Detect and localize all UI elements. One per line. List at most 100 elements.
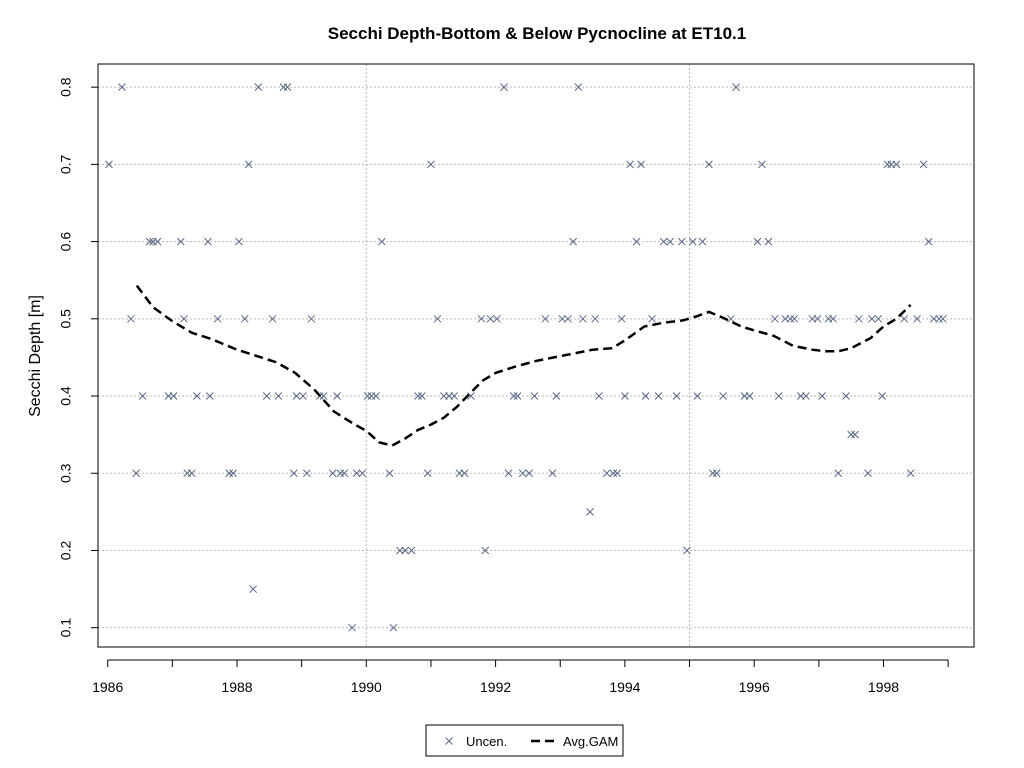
data-point xyxy=(579,314,587,323)
data-point xyxy=(205,392,214,400)
avg-gam-line xyxy=(135,284,912,447)
legend: Uncen. Avg.GAM xyxy=(425,724,624,757)
y-tick-label: 0.5 xyxy=(58,309,74,329)
data-point xyxy=(292,392,301,400)
data-point xyxy=(548,469,557,478)
legend-label-gam: Avg.GAM xyxy=(563,734,618,749)
scatter-points xyxy=(105,83,947,632)
data-point xyxy=(672,392,681,400)
data-point xyxy=(913,314,921,323)
data-point xyxy=(552,392,561,400)
data-point xyxy=(377,237,386,246)
y-tick-label: 0.1 xyxy=(58,618,74,638)
data-point xyxy=(279,83,288,92)
y-tick-label: 0.4 xyxy=(58,386,74,406)
data-point xyxy=(874,314,883,323)
plot-frame xyxy=(97,63,975,648)
y-axis: 0.1 0.2 0.3 0.4 0.5 0.6 0.7 0.8 xyxy=(58,77,98,637)
data-point xyxy=(842,392,850,400)
data-point xyxy=(333,392,342,400)
data-point xyxy=(525,469,534,478)
data-point xyxy=(486,314,495,323)
data-point xyxy=(176,237,185,246)
data-point xyxy=(892,160,901,169)
data-point xyxy=(813,314,822,323)
data-point xyxy=(659,237,668,246)
data-point xyxy=(193,392,201,400)
data-point xyxy=(900,314,909,323)
data-point xyxy=(389,623,398,632)
x-tick-label: 1992 xyxy=(480,679,511,695)
data-point xyxy=(786,314,795,323)
data-point xyxy=(336,469,345,478)
data-point xyxy=(802,392,810,400)
data-point xyxy=(758,160,766,169)
data-point xyxy=(500,83,508,92)
data-point xyxy=(595,392,603,400)
data-point xyxy=(609,469,618,478)
data-point xyxy=(541,314,550,323)
data-point xyxy=(132,469,140,478)
data-point xyxy=(727,314,735,323)
data-point xyxy=(688,237,697,246)
data-point xyxy=(719,392,728,400)
data-point xyxy=(939,314,947,323)
data-point xyxy=(818,392,826,400)
data-point xyxy=(268,314,277,323)
data-point xyxy=(407,546,416,555)
data-point xyxy=(249,585,258,593)
data-point xyxy=(180,314,188,323)
data-point xyxy=(530,392,539,400)
data-point xyxy=(204,237,212,246)
data-point xyxy=(906,469,915,478)
data-point xyxy=(632,237,641,246)
data-point xyxy=(138,392,147,400)
data-point xyxy=(513,392,522,400)
x-tick-label: 1998 xyxy=(868,679,899,695)
x-tick-label: 1990 xyxy=(351,679,382,695)
data-point xyxy=(637,160,645,169)
data-point xyxy=(641,392,650,400)
data-point xyxy=(745,392,754,400)
data-point xyxy=(363,392,372,400)
data-point xyxy=(586,508,594,516)
data-point xyxy=(319,392,328,400)
data-point xyxy=(834,469,843,478)
data-point xyxy=(229,469,237,478)
data-point xyxy=(118,83,126,92)
data-point xyxy=(919,160,928,169)
data-point xyxy=(712,469,721,478)
data-point xyxy=(145,237,154,246)
data-point xyxy=(240,314,249,323)
data-point xyxy=(477,314,486,323)
data-point xyxy=(569,237,578,246)
y-tick-label: 0.8 xyxy=(58,77,74,97)
legend-box xyxy=(425,724,624,757)
data-point xyxy=(666,237,675,246)
data-point xyxy=(274,392,283,400)
data-point xyxy=(283,83,292,92)
data-point xyxy=(677,237,686,246)
data-point xyxy=(613,469,621,478)
legend-label-uncen: Uncen. xyxy=(466,734,507,749)
data-point xyxy=(683,546,691,555)
data-point xyxy=(851,430,859,439)
data-point xyxy=(764,237,773,246)
y-tick-label: 0.2 xyxy=(58,541,74,561)
data-point xyxy=(433,314,442,323)
data-point xyxy=(467,392,475,400)
data-point xyxy=(698,237,707,246)
data-point xyxy=(591,314,600,323)
data-point xyxy=(340,469,349,478)
data-point xyxy=(460,469,469,478)
data-point xyxy=(401,546,409,555)
y-tick-label: 0.3 xyxy=(58,463,74,483)
data-point xyxy=(358,469,367,478)
data-point xyxy=(348,623,356,632)
x-tick-label: 1994 xyxy=(609,679,640,695)
data-point xyxy=(935,314,943,323)
data-point xyxy=(414,392,422,400)
data-point xyxy=(847,430,856,439)
data-point xyxy=(626,160,634,169)
